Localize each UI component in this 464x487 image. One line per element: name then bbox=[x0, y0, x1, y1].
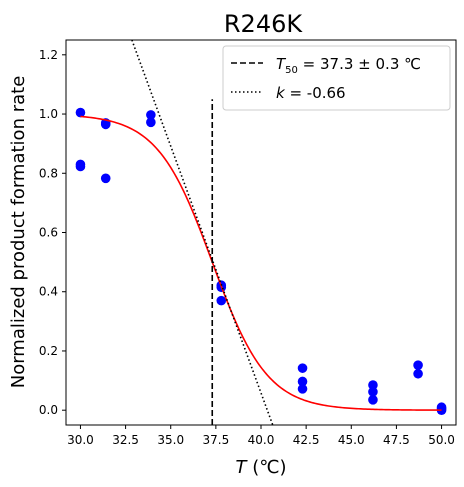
x-tick-label: 42.5 bbox=[293, 433, 320, 447]
data-point bbox=[297, 376, 308, 387]
legend-t50-label: T50 = 37.3 ± 0.3 ℃ bbox=[276, 55, 421, 76]
y-tick-label: 0.6 bbox=[39, 226, 58, 240]
y-tick-label: 1.0 bbox=[39, 107, 58, 121]
fit-curve bbox=[80, 115, 442, 411]
x-axis-label-unit: (℃) bbox=[247, 457, 287, 478]
slope-line bbox=[131, 40, 274, 425]
legend-slope-var: k bbox=[276, 84, 286, 102]
data-point bbox=[413, 368, 423, 379]
legend-t50-subscript: 50 bbox=[285, 65, 298, 76]
data-point bbox=[100, 119, 111, 130]
x-tick-label: 45.0 bbox=[338, 433, 365, 447]
x-tick-label: 35.0 bbox=[157, 433, 184, 447]
legend: T50 = 37.3 ± 0.3 ℃ k = -0.66 bbox=[222, 45, 451, 111]
series-group bbox=[75, 40, 447, 425]
data-point bbox=[297, 384, 308, 394]
data-point bbox=[297, 363, 308, 373]
y-tick-label: 0.0 bbox=[39, 403, 58, 417]
y-tick-label: 0.8 bbox=[39, 166, 58, 180]
y-tick-label: 1.2 bbox=[39, 48, 58, 62]
data-point bbox=[100, 173, 111, 184]
y-tick-label: 0.4 bbox=[39, 285, 58, 299]
x-axis-label-variable: T bbox=[236, 457, 249, 478]
legend-slope-value: = -0.66 bbox=[285, 84, 346, 102]
x-tick-label: 32.5 bbox=[112, 433, 139, 447]
data-point bbox=[75, 161, 86, 172]
legend-t50-value: = 37.3 ± 0.3 ℃ bbox=[298, 55, 421, 73]
data-point bbox=[368, 395, 378, 405]
data-point bbox=[368, 387, 378, 397]
x-axis-label: T (℃) bbox=[236, 457, 287, 478]
legend-box bbox=[222, 45, 451, 111]
plot-content bbox=[75, 40, 447, 425]
x-tick-label: 30.0 bbox=[67, 433, 94, 447]
data-point bbox=[216, 295, 227, 306]
x-tick-label: 37.5 bbox=[203, 433, 230, 447]
y-axis-label: Normalized product formation rate bbox=[8, 76, 29, 389]
legend-slope-label: k = -0.66 bbox=[276, 84, 346, 102]
axis-ticks-group: 30.0 32.5 35.0 37.5 40.0 42.5 45.0 47.5 50.0 0.0 0… bbox=[39, 48, 455, 447]
data-point bbox=[368, 380, 378, 390]
data-point bbox=[75, 107, 86, 118]
data-point bbox=[413, 360, 423, 370]
data-point bbox=[146, 117, 156, 128]
x-tick-label: 50.0 bbox=[428, 433, 455, 447]
legend-t50-var: T bbox=[276, 55, 287, 73]
x-tick-label: 40.0 bbox=[248, 433, 275, 447]
chart-title: R246K bbox=[224, 10, 303, 38]
x-tick-label: 47.5 bbox=[383, 433, 410, 447]
data-point bbox=[146, 110, 156, 120]
y-tick-label: 0.2 bbox=[39, 344, 58, 358]
